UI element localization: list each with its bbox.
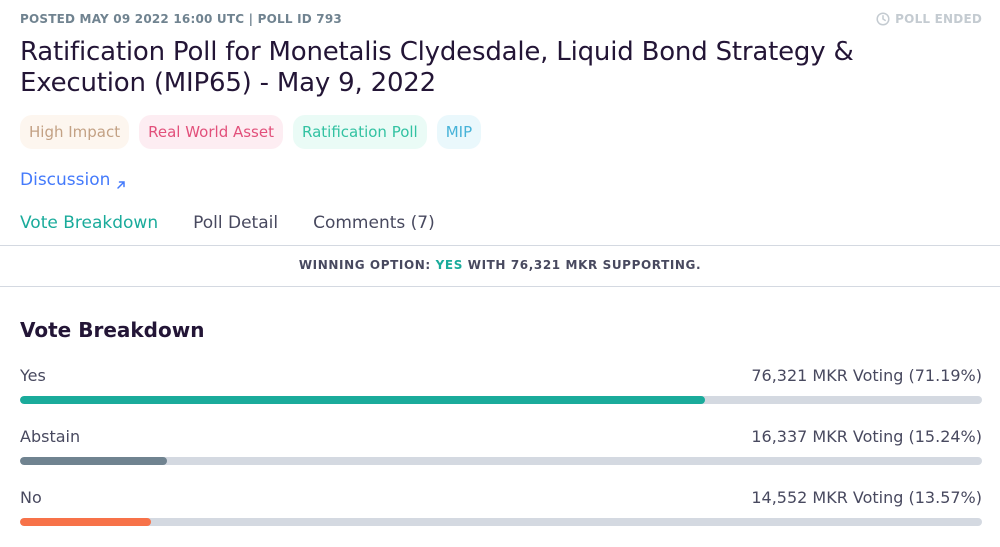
tag-high-impact[interactable]: High Impact	[20, 115, 130, 149]
option-value: 14,552 MKR Voting (13.57%)	[751, 488, 982, 507]
tag-real-world-asset[interactable]: Real World Asset	[139, 115, 283, 149]
poll-status-badge: POLL ENDED	[876, 12, 982, 26]
tag-list: High Impact Real World Asset Ratificatio…	[20, 115, 482, 149]
option-label: Abstain	[20, 427, 81, 446]
poll-title: Ratification Poll for Monetalis Clydesda…	[20, 37, 854, 98]
poll-status-label: POLL ENDED	[895, 12, 982, 26]
vote-option-yes: Yes 76,321 MKR Voting (71.19%)	[20, 366, 982, 416]
divider	[0, 286, 1000, 287]
tag-ratification-poll[interactable]: Ratification Poll	[292, 115, 427, 149]
progress-track	[20, 396, 982, 404]
posted-date: POSTED MAY 09 2022 16:00 UTC | POLL ID 7…	[20, 12, 342, 26]
tab-poll-detail[interactable]: Poll Detail	[193, 213, 279, 233]
tab-vote-breakdown[interactable]: Vote Breakdown	[20, 213, 159, 233]
winning-suffix: WITH 76,321 MKR SUPPORTING.	[467, 258, 702, 272]
winning-option-value: YES	[435, 258, 463, 272]
progress-track	[20, 518, 982, 526]
vote-option-abstain: Abstain 16,337 MKR Voting (15.24%)	[20, 427, 982, 477]
winning-option-banner: WINNING OPTION: YES WITH 76,321 MKR SUPP…	[0, 258, 1000, 272]
tag-mip[interactable]: MIP	[436, 115, 482, 149]
progress-fill	[20, 396, 705, 404]
option-label: No	[20, 488, 42, 507]
progress-fill	[20, 518, 151, 526]
arrow-up-right-icon	[116, 175, 126, 189]
option-value: 16,337 MKR Voting (15.24%)	[751, 427, 982, 446]
vote-option-no: No 14,552 MKR Voting (13.57%)	[20, 488, 982, 538]
vote-breakdown-title: Vote Breakdown	[20, 318, 205, 342]
divider	[0, 245, 1000, 246]
progress-fill	[20, 457, 167, 465]
discussion-label: Discussion	[20, 170, 111, 190]
poll-meta-row: POSTED MAY 09 2022 16:00 UTC | POLL ID 7…	[20, 12, 982, 28]
option-value: 76,321 MKR Voting (71.19%)	[751, 366, 982, 385]
option-label: Yes	[20, 366, 46, 385]
progress-track	[20, 457, 982, 465]
discussion-link[interactable]: Discussion	[20, 170, 126, 190]
tab-bar: Vote Breakdown Poll Detail Comments (7)	[20, 213, 435, 233]
winning-prefix: WINNING OPTION:	[298, 258, 431, 272]
tab-comments[interactable]: Comments (7)	[313, 213, 435, 233]
clock-icon	[876, 12, 890, 26]
